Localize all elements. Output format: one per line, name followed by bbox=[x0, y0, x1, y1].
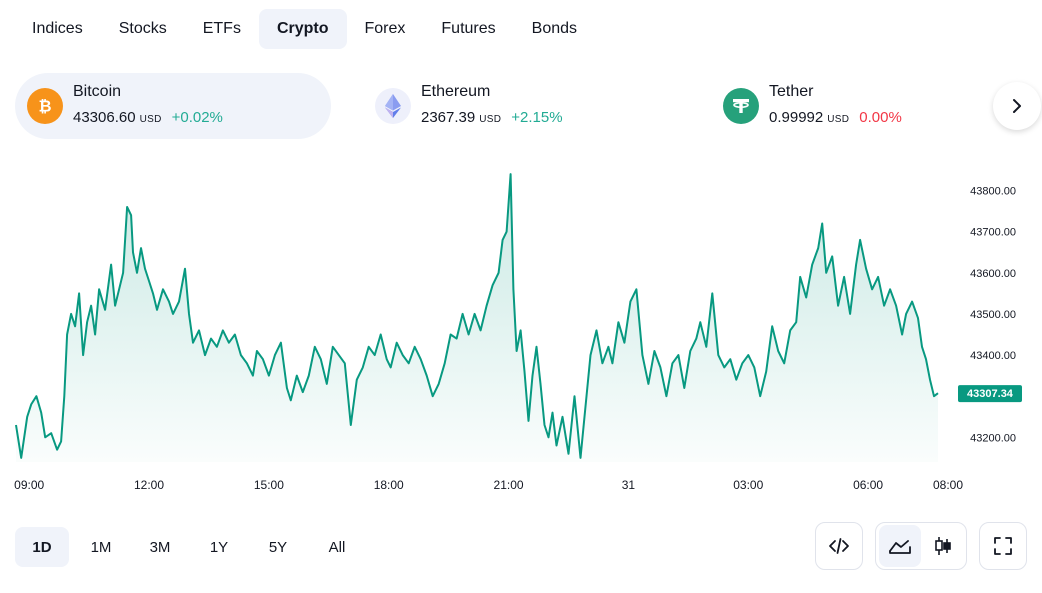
last-price-label: 43307.34 bbox=[967, 388, 1014, 400]
ticker-price: 0.99992 bbox=[769, 109, 824, 126]
ticker-change: 0.00% bbox=[859, 109, 902, 126]
tether-icon bbox=[723, 88, 759, 124]
ticker-price: 43306.60 bbox=[73, 109, 136, 126]
x-tick-label: 06:00 bbox=[853, 478, 883, 492]
bitcoin-icon: ₿ bbox=[27, 88, 63, 124]
tab-futures[interactable]: Futures bbox=[441, 20, 496, 37]
y-tick-label: 43600.00 bbox=[970, 268, 1016, 280]
ticker-price: 2367.39 bbox=[421, 109, 476, 126]
ticker-currency: USD bbox=[479, 114, 502, 125]
x-tick-label: 21:00 bbox=[494, 478, 524, 492]
price-line bbox=[15, 173, 939, 459]
x-tick-label: 09:00 bbox=[14, 478, 44, 492]
y-tick-label: 43700.00 bbox=[970, 227, 1016, 239]
area-style-button[interactable] bbox=[878, 525, 921, 567]
code-icon bbox=[829, 538, 849, 554]
ticker-ethereum[interactable]: Ethereum 2367.39 USD +2.15% bbox=[363, 73, 663, 139]
x-axis: 09:00 12:00 15:00 18:00 21:00 31 03:00 06:00 08:… bbox=[14, 478, 963, 492]
y-axis: 43800.00 43700.00 43600.00 43500.00 43400.00… bbox=[970, 186, 1016, 445]
ticker-currency: USD bbox=[827, 114, 850, 125]
ticker-bitcoin[interactable]: ₿ Bitcoin 43306.60 USD +0.02% bbox=[15, 73, 331, 139]
ticker-tether[interactable]: Tether 0.99992 USD 0.00% bbox=[711, 73, 981, 139]
last-price-tag: 43307.34 bbox=[958, 385, 1022, 403]
price-area-fill bbox=[16, 174, 938, 462]
y-tick-label: 43500.00 bbox=[970, 309, 1016, 321]
range-3m-button[interactable]: 3M bbox=[149, 538, 171, 556]
range-1d-button[interactable]: 1D bbox=[15, 527, 69, 567]
tab-indices[interactable]: Indices bbox=[32, 20, 83, 37]
ethereum-icon bbox=[375, 88, 411, 124]
candle-style-button[interactable] bbox=[922, 525, 964, 567]
tab-crypto[interactable]: Crypto bbox=[258, 9, 347, 49]
range-1y-button[interactable]: 1Y bbox=[209, 538, 229, 556]
price-chart[interactable]: 43800.00 43700.00 43600.00 43500.00 43400.00… bbox=[0, 170, 1042, 500]
chevron-right-icon bbox=[1013, 99, 1021, 113]
tab-bonds[interactable]: Bonds bbox=[531, 20, 578, 37]
range-5y-button[interactable]: 5Y bbox=[268, 538, 288, 556]
x-tick-label: 08:00 bbox=[933, 478, 963, 492]
x-tick-label: 31 bbox=[622, 478, 636, 492]
candlestick-icon bbox=[934, 537, 951, 555]
y-tick-label: 43200.00 bbox=[970, 432, 1016, 444]
tab-forex[interactable]: Forex bbox=[364, 20, 406, 37]
tab-stocks[interactable]: Stocks bbox=[118, 20, 167, 37]
ticker-change: +2.15% bbox=[511, 109, 563, 126]
range-1m-button[interactable]: 1M bbox=[90, 538, 112, 556]
market-tabs: Indices Stocks ETFs Crypto Forex Futures… bbox=[14, 9, 595, 49]
last-price-tag-bg bbox=[958, 385, 1022, 403]
x-tick-label: 03:00 bbox=[733, 478, 763, 492]
chart-style-toggle bbox=[875, 522, 967, 570]
range-all-button[interactable]: All bbox=[328, 538, 346, 556]
ticker-currency: USD bbox=[139, 114, 162, 125]
y-tick-label: 43800.00 bbox=[970, 186, 1016, 198]
embed-button[interactable] bbox=[815, 522, 863, 570]
area-chart-icon bbox=[888, 540, 911, 554]
svg-text:₿: ₿ bbox=[38, 98, 51, 116]
y-tick-label: 43400.00 bbox=[970, 350, 1016, 362]
ticker-name: Bitcoin bbox=[73, 83, 122, 100]
fullscreen-button[interactable] bbox=[979, 522, 1027, 570]
ticker-name: Ethereum bbox=[421, 83, 491, 100]
x-tick-label: 15:00 bbox=[254, 478, 284, 492]
time-range-selector: 1D 1M 3M 1Y 5Y All bbox=[15, 527, 369, 567]
fullscreen-icon bbox=[994, 537, 1012, 555]
next-tickers-button[interactable] bbox=[993, 82, 1041, 130]
tab-etfs[interactable]: ETFs bbox=[202, 20, 241, 37]
ticker-change: +0.02% bbox=[171, 109, 223, 126]
x-tick-label: 18:00 bbox=[374, 478, 404, 492]
x-tick-label: 12:00 bbox=[134, 478, 164, 492]
ticker-name: Tether bbox=[769, 83, 814, 100]
